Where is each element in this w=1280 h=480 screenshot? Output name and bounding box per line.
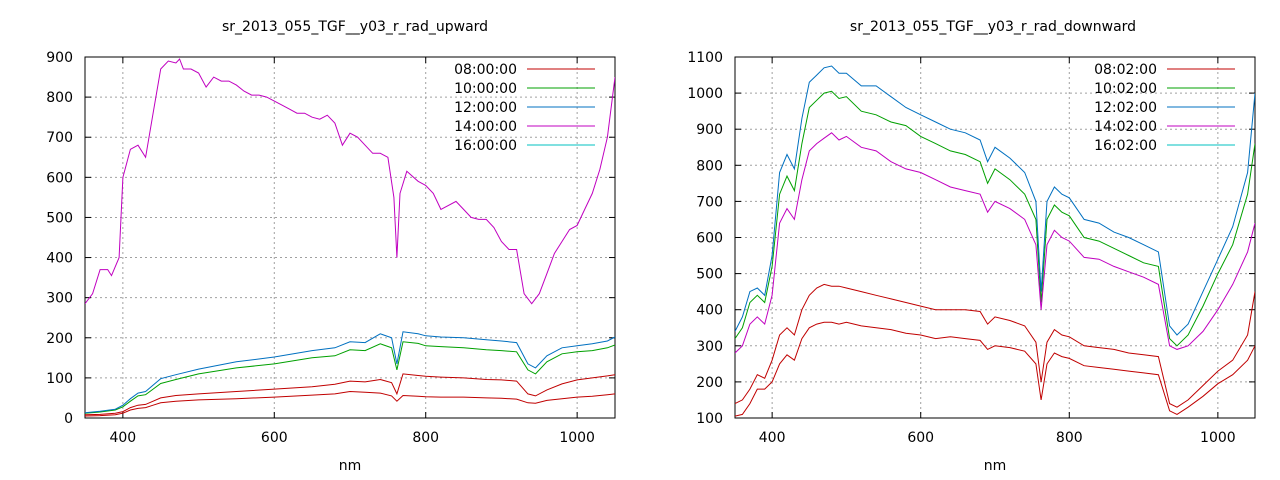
x-tick-label: 400 [759, 430, 786, 446]
y-tick-label: 100 [46, 371, 73, 387]
x-tick-label: 800 [412, 430, 439, 446]
legend-label: 12:02:00 [1094, 100, 1157, 116]
legend-label: 10:02:00 [1094, 81, 1157, 97]
y-tick-label: 400 [696, 303, 723, 319]
legend-label: 10:00:00 [454, 81, 517, 97]
chart-upward: sr_2013_055_TGF__y03_r_rad_upward 0 100 200… [46, 19, 616, 474]
y-tick-label: 200 [46, 331, 73, 347]
x-axis-label: nm [339, 458, 362, 474]
legend-label: 08:02:00 [1094, 62, 1157, 78]
series-line-4 [85, 58, 615, 305]
x-tick-label: 1000 [1200, 430, 1236, 446]
x-tick-label: 1000 [559, 430, 595, 446]
legend-label: 08:00:00 [454, 62, 517, 78]
x-tick-label: 600 [907, 430, 934, 446]
y-tick-label: 300 [46, 291, 73, 307]
x-axis-label: nm [984, 458, 1007, 474]
y-tick-label: 300 [696, 339, 723, 355]
y-tick-label: 800 [696, 158, 723, 174]
y-tick-label: 900 [46, 50, 73, 66]
y-tick-label: 200 [696, 375, 723, 391]
y-tick-label: 100 [696, 411, 723, 427]
series-line-1 [85, 373, 615, 416]
legend-label: 16:00:00 [454, 138, 517, 154]
y-tick-label: 700 [696, 194, 723, 210]
series-line-4 [735, 132, 1255, 354]
y-tick-label: 800 [46, 90, 73, 106]
chart-title: sr_2013_055_TGF__y03_r_rad_upward [222, 19, 488, 35]
y-tick-label: 0 [64, 411, 73, 427]
series-line-3 [85, 331, 615, 414]
x-tick-label: 400 [109, 430, 136, 446]
series-line-0 [735, 321, 1255, 417]
chart-title: sr_2013_055_TGF__y03_r_rad_downward [850, 19, 1136, 35]
x-tick-label: 600 [261, 430, 288, 446]
plot-frame [84, 56, 616, 419]
series-line-2 [85, 341, 615, 414]
chart-downward: sr_2013_055_TGF__y03_r_rad_downward 100 20… [687, 19, 1256, 474]
series-line-0 [85, 390, 615, 417]
legend-label: 14:02:00 [1094, 119, 1157, 135]
series-line-1 [735, 283, 1255, 408]
y-tick-label: 400 [46, 251, 73, 267]
y-tick-label: 900 [696, 122, 723, 138]
legend-label: 12:00:00 [454, 100, 517, 116]
y-tick-label: 1100 [687, 50, 723, 66]
y-tick-label: 500 [696, 267, 723, 283]
y-tick-label: 600 [696, 231, 723, 247]
series-line-2 [735, 90, 1255, 347]
y-tick-label: 1000 [687, 86, 723, 102]
series-line-3 [735, 65, 1255, 336]
y-tick-label: 600 [46, 170, 73, 186]
y-tick-label: 500 [46, 210, 73, 226]
x-tick-label: 800 [1056, 430, 1083, 446]
legend-label: 14:00:00 [454, 119, 517, 135]
y-tick-label: 700 [46, 130, 73, 146]
legend-label: 16:02:00 [1094, 138, 1157, 154]
